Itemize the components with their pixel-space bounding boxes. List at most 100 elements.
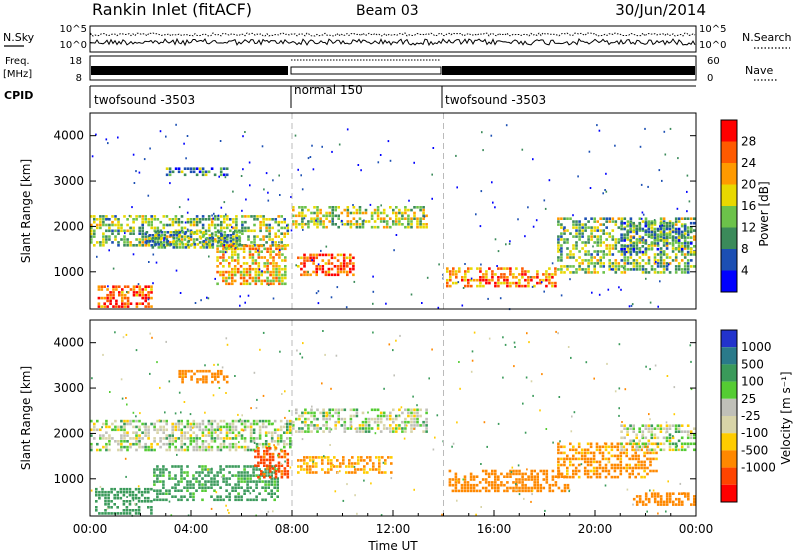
heatmap-cell (653, 268, 657, 271)
heatmap-cell (252, 419, 256, 423)
heatmap-cell (150, 445, 153, 449)
heatmap-cell (587, 265, 590, 268)
heatmap-cell (649, 489, 651, 492)
heatmap-cell (219, 173, 223, 177)
heatmap-cell (551, 262, 554, 265)
heatmap-cell (260, 470, 263, 473)
heatmap-cell (108, 249, 110, 252)
heatmap-cell (299, 352, 301, 355)
heatmap-cell (270, 480, 273, 483)
heatmap-cell (120, 440, 123, 443)
heatmap-cell (668, 230, 672, 234)
heatmap-cell (623, 271, 627, 274)
heatmap-cell (99, 448, 102, 452)
heatmap-cell (455, 154, 457, 157)
heatmap-cell (364, 220, 368, 223)
heatmap-cell (342, 270, 346, 274)
heatmap-cell (343, 430, 347, 433)
heatmap-cell (247, 226, 250, 230)
heatmap-cell (280, 464, 284, 467)
heatmap-cell (667, 480, 669, 483)
heatmap-cell (668, 495, 672, 498)
heatmap-cell (683, 232, 687, 235)
heatmap-cell (659, 225, 661, 228)
heatmap-cell (578, 268, 581, 271)
heatmap-cell (385, 214, 389, 218)
heatmap-cell (178, 240, 182, 243)
heatmap-cell (236, 270, 240, 274)
heatmap-cell (216, 256, 219, 259)
heatmap-cell (491, 486, 494, 490)
heatmap-cell (147, 490, 150, 494)
heatmap-cell (201, 483, 204, 486)
heatmap-cell (693, 497, 696, 501)
heatmap-cell (315, 292, 318, 295)
heatmap-cell (665, 430, 669, 433)
heatmap-cell (184, 372, 187, 376)
heatmap-cell (222, 270, 225, 274)
heatmap-cell (228, 431, 232, 434)
heatmap-cell (137, 490, 141, 494)
heatmap-cell (147, 445, 150, 449)
heatmap-cell (157, 231, 161, 234)
heatmap-cell (195, 232, 199, 235)
heatmap-cell (577, 463, 581, 467)
heatmap-cell (668, 233, 672, 236)
heatmap-cell (343, 408, 347, 412)
heatmap-cell (213, 498, 216, 502)
heatmap-cell (255, 407, 258, 409)
heatmap-cell (595, 460, 599, 464)
heatmap-cell (95, 493, 98, 497)
heatmap-cell (416, 225, 419, 229)
heatmap-cell (214, 234, 218, 237)
heatmap-cell (587, 220, 590, 223)
heatmap-cell (147, 223, 150, 227)
heatmap-cell (231, 259, 234, 262)
heatmap-cell (204, 241, 208, 244)
heatmap-cell (328, 206, 331, 209)
heatmap-cell (102, 238, 105, 241)
heatmap-cell (337, 225, 340, 229)
heatmap-cell (205, 375, 208, 378)
heatmap-cell (180, 238, 184, 241)
heatmap-cell (275, 270, 278, 274)
heatmap-cell (141, 226, 144, 230)
heatmap-cell (469, 486, 473, 490)
heatmap-cell (180, 442, 183, 446)
heatmap-cell (619, 463, 623, 467)
heatmap-cell (689, 221, 693, 225)
heatmap-cell (235, 226, 238, 230)
heatmap-cell (263, 256, 266, 259)
heatmap-cell (159, 480, 162, 483)
heatmap-cell (235, 223, 238, 227)
heatmap-cell (237, 480, 240, 483)
heatmap-cell (671, 244, 675, 247)
heatmap-cell (292, 223, 295, 226)
heatmap-cell (572, 457, 575, 461)
heatmap-cell (284, 267, 287, 271)
heatmap-cell (617, 241, 621, 244)
heatmap-cell (674, 445, 678, 449)
heatmap-cell (389, 430, 392, 433)
heatmap-cell (460, 483, 464, 487)
heatmap-cell (301, 411, 304, 415)
heatmap-cell (244, 215, 247, 218)
heatmap-cell (575, 220, 578, 223)
heatmap-cell (641, 268, 645, 271)
x-tick-label: 16:00 (477, 522, 512, 536)
heatmap-cell (279, 350, 281, 353)
heatmap-cell (352, 267, 355, 271)
heatmap-cell (530, 472, 533, 476)
heatmap-cell (536, 270, 539, 273)
heatmap-cell (128, 500, 132, 503)
heatmap-cell (572, 247, 575, 250)
heatmap-cell (330, 468, 333, 471)
heatmap-cell (165, 173, 169, 177)
heatmap-cell (260, 282, 263, 286)
heatmap-cell (449, 273, 452, 276)
heatmap-cell (328, 430, 331, 433)
heatmap-cell (243, 465, 246, 468)
heatmap-cell (480, 190, 483, 193)
heatmap-cell (566, 469, 569, 473)
heatmap-cell (105, 218, 108, 221)
